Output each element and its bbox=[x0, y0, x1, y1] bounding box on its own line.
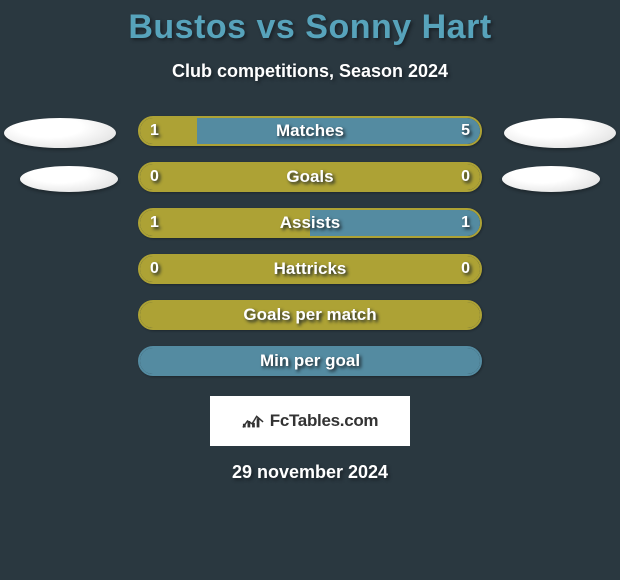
comparison-title: Bustos vs Sonny Hart bbox=[0, 0, 620, 47]
bar-fill-left bbox=[140, 164, 480, 190]
stat-left-value: 1 bbox=[150, 118, 159, 144]
snapshot-date: 29 november 2024 bbox=[0, 462, 620, 483]
player-right-marker bbox=[504, 118, 616, 148]
stat-right-value: 5 bbox=[461, 118, 470, 144]
bar-chart-icon bbox=[242, 413, 264, 429]
stat-bar: Min per goal bbox=[138, 346, 482, 376]
bar-fill-left bbox=[140, 118, 197, 144]
fctables-logo: FcTables.com bbox=[210, 396, 410, 446]
stat-bar: 11Assists bbox=[138, 208, 482, 238]
stat-right-value: 0 bbox=[461, 164, 470, 190]
stat-row: 15Matches bbox=[0, 110, 620, 156]
comparison-subtitle: Club competitions, Season 2024 bbox=[0, 61, 620, 82]
bar-fill-left bbox=[140, 256, 480, 282]
bar-fill-left bbox=[140, 302, 480, 328]
stat-bar: 00Hattricks bbox=[138, 254, 482, 284]
logo-text: FcTables.com bbox=[270, 411, 379, 431]
stat-bar: 15Matches bbox=[138, 116, 482, 146]
player-right-marker bbox=[502, 166, 600, 192]
stat-left-value: 0 bbox=[150, 256, 159, 282]
stat-right-value: 0 bbox=[461, 256, 470, 282]
player-left-marker bbox=[4, 118, 116, 148]
stat-row: Min per goal bbox=[0, 340, 620, 386]
bar-fill-right bbox=[310, 210, 480, 236]
stat-bar: 00Goals bbox=[138, 162, 482, 192]
stats-chart: 15Matches00Goals11Assists00HattricksGoal… bbox=[0, 110, 620, 386]
stat-right-value: 1 bbox=[461, 210, 470, 236]
stat-left-value: 0 bbox=[150, 164, 159, 190]
stat-row: 00Hattricks bbox=[0, 248, 620, 294]
stat-bar: Goals per match bbox=[138, 300, 482, 330]
stat-row: Goals per match bbox=[0, 294, 620, 340]
bar-fill-left bbox=[140, 210, 310, 236]
bar-fill-right bbox=[197, 118, 480, 144]
stat-row: 00Goals bbox=[0, 156, 620, 202]
stat-row: 11Assists bbox=[0, 202, 620, 248]
player-left-marker bbox=[20, 166, 118, 192]
stat-left-value: 1 bbox=[150, 210, 159, 236]
bar-fill-right bbox=[140, 348, 480, 374]
